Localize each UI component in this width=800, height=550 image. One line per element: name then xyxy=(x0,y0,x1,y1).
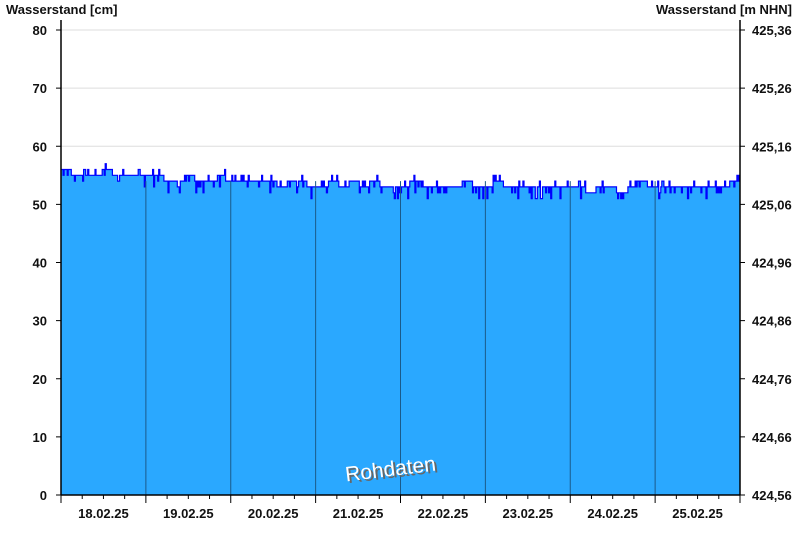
y-tick-label-right: 425,06 xyxy=(752,197,792,212)
y-tick-label-right: 424,76 xyxy=(752,372,792,387)
y-tick-label-left: 70 xyxy=(33,81,47,96)
x-tick-label: 22.02.25 xyxy=(418,506,469,521)
x-tick-label: 25.02.25 xyxy=(672,506,723,521)
y-tick-label-left: 0 xyxy=(40,488,47,503)
y-tick-label-right: 424,96 xyxy=(752,256,792,271)
y-tick-label-right: 424,66 xyxy=(752,430,792,445)
y-tick-label-right: 425,26 xyxy=(752,81,792,96)
y-tick-label-right: 425,16 xyxy=(752,139,792,154)
right-axis-title: Wasserstand [m NHN] xyxy=(656,2,792,17)
y-tick-label-left: 50 xyxy=(33,197,47,212)
x-tick-label: 18.02.25 xyxy=(78,506,129,521)
y-tick-label-left: 20 xyxy=(33,372,47,387)
data-line xyxy=(61,163,740,200)
y-tick-label-right: 424,56 xyxy=(752,488,792,503)
y-tick-label-left: 60 xyxy=(33,139,47,154)
left-axis-title: Wasserstand [cm] xyxy=(6,2,118,17)
x-tick-label: 24.02.25 xyxy=(587,506,638,521)
y-tick-label-right: 425,36 xyxy=(752,23,792,38)
y-tick-label-right: 424,86 xyxy=(752,314,792,329)
x-tick-label: 20.02.25 xyxy=(248,506,299,521)
y-tick-label-left: 40 xyxy=(33,256,47,271)
y-tick-label-left: 10 xyxy=(33,430,47,445)
x-tick-label: 19.02.25 xyxy=(163,506,214,521)
x-tick-label: 23.02.25 xyxy=(503,506,554,521)
y-tick-label-left: 80 xyxy=(33,23,47,38)
y-tick-label-left: 30 xyxy=(33,314,47,329)
x-tick-label: 21.02.25 xyxy=(333,506,384,521)
